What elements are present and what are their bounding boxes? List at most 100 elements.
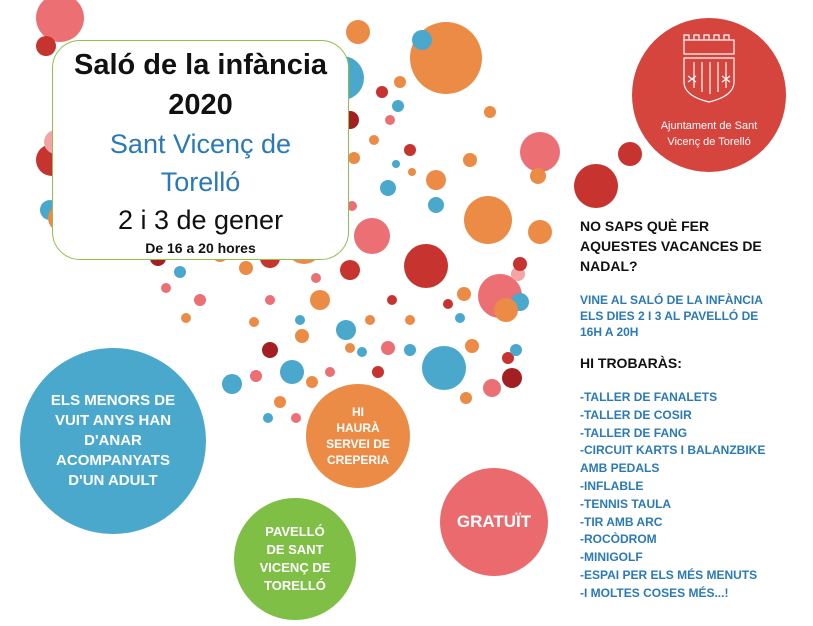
minors-line: D'UN ADULT	[68, 472, 158, 489]
decorative-dot	[412, 30, 432, 50]
creperia-line: CREPERIA	[326, 453, 389, 467]
free-badge: GRATUÏT	[440, 468, 548, 576]
place-line-2: Torelló	[160, 167, 241, 197]
decorative-dot	[392, 160, 400, 168]
decorative-dot	[385, 115, 395, 125]
decorative-dot	[428, 197, 444, 213]
venue-line: PAVELLÓ	[265, 524, 325, 539]
decorative-dot	[280, 360, 304, 384]
decorative-dot	[295, 329, 309, 343]
list-item: -CIRCUIT KARTS I BALANZBIKE	[580, 443, 766, 458]
decorative-dot	[463, 153, 477, 167]
decorative-dot	[346, 20, 370, 44]
decorative-dot	[354, 218, 390, 254]
town-hall-logo: Ajuntament de Sant Vicenç de Torelló	[632, 18, 786, 172]
question-text: NO SAPS QUÈ FER AQUESTES VACANCES DE NAD…	[580, 216, 800, 276]
list-item: -TALLER DE COSIR	[580, 407, 692, 422]
coat-of-arms-icon	[683, 34, 735, 103]
decorative-dot	[520, 132, 560, 172]
decorative-dot	[262, 342, 278, 358]
decorative-dot	[174, 266, 186, 278]
decorative-dot	[502, 352, 514, 364]
decorative-dot	[618, 142, 642, 166]
decorative-dot	[465, 339, 479, 353]
decorative-dot	[36, 36, 56, 56]
decorative-dot	[239, 261, 253, 275]
venue-line: TORELLÓ	[264, 578, 326, 593]
decorative-dot	[404, 244, 448, 288]
list-item: -ESPAI PER ELS MÉS MENUTS	[580, 567, 758, 582]
invite-text: VINE AL SALÓ DE LA INFÀNCIA ELS DIES 2 I…	[580, 292, 800, 340]
event-year: 2020	[168, 89, 233, 121]
logo-line-2: Vicenç de Torelló	[667, 136, 751, 148]
list-item: -TENNIS TAULA	[580, 496, 672, 511]
decorative-dot	[484, 106, 496, 118]
minors-badge: ELS MENORS DE VUIT ANYS HAN D'ANAR ACOMP…	[20, 348, 206, 534]
decorative-dot	[181, 313, 191, 323]
decorative-dot	[422, 346, 466, 390]
decorative-dot	[345, 343, 355, 353]
decorative-dot	[392, 100, 404, 112]
decorative-dot	[250, 370, 262, 382]
decorative-dot	[464, 196, 512, 244]
list-item: -INFLABLE	[580, 478, 644, 493]
decorative-dot	[311, 273, 321, 283]
decorative-dot	[457, 287, 471, 301]
list-item: -TIR AMB ARC	[580, 514, 663, 529]
creperia-line: HI	[352, 405, 364, 419]
decorative-dot	[336, 320, 356, 340]
decorative-dot	[310, 290, 330, 310]
decorative-dot	[460, 392, 472, 404]
decorative-dot	[306, 376, 318, 388]
decorative-dot	[161, 283, 171, 293]
decorative-dot	[380, 180, 396, 196]
creperia-line: HAURÀ	[336, 421, 380, 435]
decorative-dot	[405, 315, 415, 325]
creperia-badge: HI HAURÀ SERVEI DE CREPERIA	[306, 384, 410, 488]
decorative-dot	[483, 379, 501, 397]
decorative-dot	[443, 299, 453, 309]
decorative-dot	[513, 257, 527, 271]
decorative-dot	[357, 347, 367, 357]
list-item: -TALLER DE FANALETS	[580, 390, 718, 404]
minors-line: ELS MENORS DE	[50, 392, 176, 409]
minors-line: VUIT ANYS HAN	[54, 412, 172, 429]
activities-list: -TALLER DE FANALETS -TALLER DE COSIR -TA…	[580, 389, 765, 603]
title-box: Saló de la infància 2020 Sant Vicenç de …	[52, 40, 349, 260]
decorative-dot	[394, 76, 406, 88]
minors-line: ACOMPANYATS	[56, 452, 170, 469]
list-item: -ROCÒDROM	[580, 532, 657, 547]
decorative-dot	[347, 201, 357, 211]
decorative-dot	[36, 0, 84, 42]
decorative-dot	[408, 168, 416, 176]
decorative-dot	[291, 413, 301, 423]
decorative-dot	[295, 315, 305, 325]
minors-line: D'ANAR	[84, 432, 142, 449]
list-item: -MINIGOLF	[580, 550, 643, 565]
decorative-dot	[376, 86, 388, 98]
list-item: AMB PEDALS	[580, 461, 660, 476]
venue-badge: PAVELLÓ DE SANT VICENÇ DE TORELLÓ	[234, 498, 356, 620]
decorative-dot	[426, 170, 446, 190]
invite-line-3: 16H A 20H	[580, 325, 639, 339]
decorative-dot	[340, 260, 360, 280]
decorative-dot	[574, 164, 618, 208]
invite-line-2: ELS DIES 2 I 3 AL PAVELLÓ DE	[580, 309, 759, 323]
find-heading: HI TROBARÀS:	[580, 355, 682, 371]
decorative-dot	[274, 396, 286, 408]
logo-text: Ajuntament de Sant Vicenç de Torelló	[632, 118, 786, 150]
decorative-dot	[502, 368, 522, 388]
place-line-1: Sant Vicenç de	[109, 129, 292, 159]
decorative-dot	[528, 220, 552, 244]
question-line-2: AQUESTES VACANCES DE	[580, 238, 762, 254]
decorative-dot	[249, 317, 259, 327]
decorative-dot	[372, 366, 384, 378]
decorative-dot	[404, 144, 416, 156]
free-label: GRATUÏT	[456, 512, 532, 531]
decorative-dot	[265, 295, 275, 305]
decorative-dot	[530, 168, 546, 184]
decorative-dot	[369, 135, 379, 145]
question-line-1: NO SAPS QUÈ FER	[580, 218, 710, 234]
decorative-dot	[381, 341, 395, 355]
event-hours: De 16 a 20 hores	[145, 240, 256, 256]
